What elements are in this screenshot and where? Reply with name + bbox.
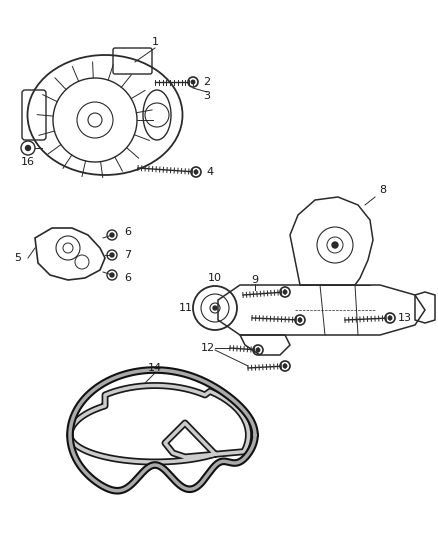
Text: 2: 2 bbox=[203, 77, 211, 87]
Text: 13: 13 bbox=[398, 313, 412, 323]
Text: 1: 1 bbox=[152, 37, 159, 47]
Circle shape bbox=[213, 306, 217, 310]
Text: 6: 6 bbox=[124, 273, 131, 283]
Circle shape bbox=[110, 253, 114, 257]
Text: 3: 3 bbox=[204, 91, 211, 101]
Circle shape bbox=[298, 318, 302, 322]
Circle shape bbox=[256, 348, 260, 352]
Text: 10: 10 bbox=[208, 273, 222, 283]
Text: 4: 4 bbox=[206, 167, 214, 177]
Circle shape bbox=[191, 80, 195, 84]
Text: 16: 16 bbox=[21, 157, 35, 167]
Circle shape bbox=[388, 316, 392, 320]
Text: 9: 9 bbox=[251, 275, 258, 285]
Circle shape bbox=[332, 242, 338, 248]
Text: 11: 11 bbox=[179, 303, 193, 313]
Text: 8: 8 bbox=[379, 185, 387, 195]
Circle shape bbox=[283, 364, 287, 368]
Circle shape bbox=[194, 170, 198, 174]
Circle shape bbox=[110, 233, 114, 237]
Text: 7: 7 bbox=[124, 250, 131, 260]
Circle shape bbox=[25, 146, 31, 150]
Text: 6: 6 bbox=[124, 227, 131, 237]
Circle shape bbox=[283, 290, 287, 294]
Text: 5: 5 bbox=[14, 253, 21, 263]
Circle shape bbox=[110, 273, 114, 277]
Text: 12: 12 bbox=[201, 343, 215, 353]
Text: 14: 14 bbox=[148, 363, 162, 373]
